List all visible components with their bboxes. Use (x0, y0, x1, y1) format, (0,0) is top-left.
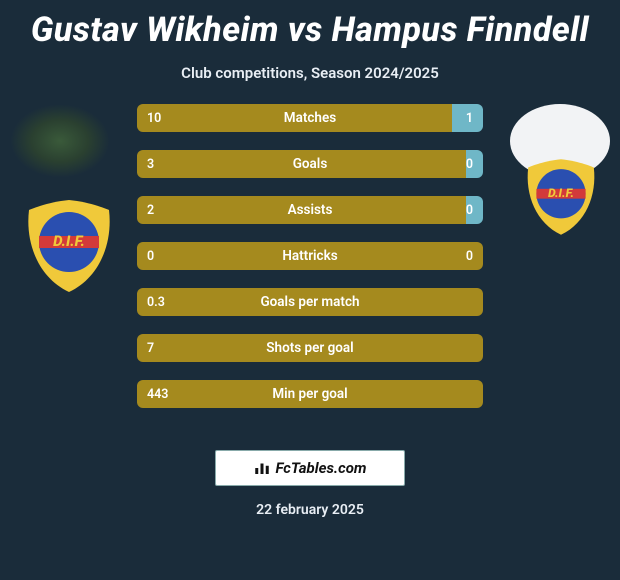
shield-icon: D.I.F. (520, 156, 602, 238)
stat-bar-left (137, 242, 310, 270)
barchart-icon (253, 459, 271, 477)
stat-bar-left (137, 288, 483, 316)
club-crest-right: D.I.F. (520, 156, 602, 238)
stat-row: Min per goal443 (137, 380, 483, 408)
stat-bar-left (137, 380, 483, 408)
snapshot-date: 22 february 2025 (0, 502, 620, 518)
stat-bar-right (310, 242, 483, 270)
svg-text:D.I.F.: D.I.F. (53, 232, 85, 250)
source-logo-text: FcTables.com (275, 459, 366, 477)
club-crest-left: D.I.F. (18, 196, 120, 296)
stat-row: Goals30 (137, 150, 483, 178)
stat-bar-left (137, 104, 452, 132)
stat-row: Assists20 (137, 196, 483, 224)
stat-bar-left (137, 196, 466, 224)
comparison-stage: D.I.F. D.I.F. Matches101 Goals30 Assists20… (0, 104, 620, 444)
photo-placeholder-icon (10, 104, 110, 178)
shield-icon: D.I.F. (18, 196, 120, 296)
stat-row: Matches101 (137, 104, 483, 132)
source-logo: FcTables.com (215, 450, 405, 486)
stat-bar-left (137, 150, 466, 178)
stat-row: Hattricks00 (137, 242, 483, 270)
subtitle: Club competitions, Season 2024/2025 (0, 64, 620, 82)
player-photo-left (10, 104, 110, 178)
page-title: Gustav Wikheim vs Hampus Finndell (0, 0, 620, 50)
svg-text:D.I.F.: D.I.F. (548, 187, 574, 201)
comparison-bars: Matches101 Goals30 Assists20 Hattricks00 Goa… (137, 104, 483, 426)
stat-bar-right (466, 196, 483, 224)
stat-bar-right (466, 150, 483, 178)
stat-bar-right (452, 104, 483, 132)
stat-bar-left (137, 334, 483, 362)
stat-row: Goals per match0.3 (137, 288, 483, 316)
stat-row: Shots per goal7 (137, 334, 483, 362)
